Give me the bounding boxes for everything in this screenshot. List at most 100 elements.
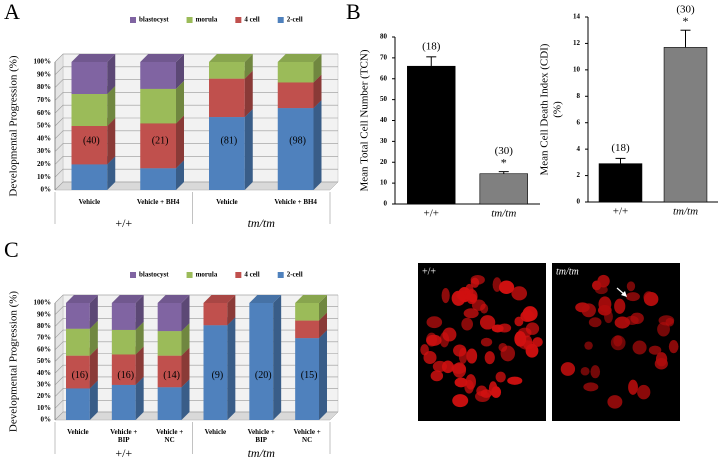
nucleus	[625, 292, 640, 302]
bar-top	[277, 54, 322, 62]
y-tick-label: 10	[573, 65, 581, 73]
n-label: (98)	[289, 136, 306, 147]
y-tick-label: 20	[380, 158, 388, 166]
nucleus	[626, 281, 636, 292]
bar-front	[71, 62, 108, 94]
group-label: +/+	[115, 216, 132, 230]
nucleus	[628, 379, 638, 395]
grid-line	[54, 411, 338, 421]
nucleus	[451, 290, 466, 306]
y-axis-label: Developmental Progression (%)	[8, 291, 20, 432]
x-tick-label-box: Vehicle + BH4	[274, 198, 317, 206]
bar-top	[157, 295, 190, 303]
y-tick-label: 12	[573, 39, 581, 47]
significance-label: *	[501, 155, 507, 169]
bar-side	[319, 312, 327, 339]
y-tick-label: 30%	[37, 147, 51, 155]
grid-line	[54, 353, 338, 362]
nucleus	[466, 289, 478, 305]
y-tick-label: 20%	[37, 160, 51, 168]
grid-line	[54, 388, 338, 397]
bar	[598, 163, 643, 203]
bar-segment	[203, 317, 236, 420]
x-tick-label-box: Vehicle	[216, 198, 238, 206]
y-tick-label: 100%	[34, 58, 52, 66]
bar-top	[209, 54, 253, 62]
bar-side	[227, 295, 236, 326]
legend-swatch	[235, 17, 242, 23]
legend-label: 2-cell	[287, 271, 303, 279]
n-label: (81)	[221, 136, 238, 147]
x-tick-label: Vehicle	[204, 428, 227, 436]
bar-side	[89, 320, 98, 356]
legend-swatch	[277, 272, 284, 278]
bar-front	[71, 164, 108, 190]
nucleus	[430, 370, 444, 382]
nucleus	[497, 323, 512, 333]
x-tick-label: Vehicle + NC	[155, 428, 184, 444]
nucleus	[632, 340, 647, 355]
n-label: (15)	[301, 370, 318, 381]
legend-label: 4 cell	[244, 271, 259, 279]
y-tick-label: 6	[577, 118, 581, 126]
legend-label: 2-cell	[287, 16, 303, 24]
nucleus	[441, 287, 450, 304]
bar-top	[71, 54, 116, 62]
y-tick-label: 0	[577, 198, 581, 206]
y-tick-label: 80%	[37, 322, 51, 330]
group-label: tm/tm	[248, 446, 276, 460]
n-label: (16)	[117, 370, 134, 381]
bar-top	[203, 295, 236, 303]
x-tick-label: Vehicle	[216, 198, 238, 206]
bar-side	[176, 54, 184, 89]
bar-front	[277, 108, 314, 190]
bar-top	[66, 295, 98, 303]
micrograph: +/+	[418, 263, 546, 421]
bar-side	[244, 70, 253, 118]
bar	[479, 173, 528, 205]
bar-segment	[295, 330, 327, 420]
bar-front	[66, 388, 90, 420]
bar-front	[295, 320, 319, 339]
nucleus	[426, 316, 443, 329]
nucleus	[439, 332, 450, 348]
nucleus	[610, 335, 626, 351]
group-label: tm/tm	[248, 216, 276, 230]
grid-line	[54, 318, 338, 327]
y-tick-label: 80	[380, 33, 388, 41]
bar-front	[203, 325, 228, 420]
nucleus	[495, 371, 506, 383]
nucleus	[607, 395, 623, 409]
y-tick-label: 40	[380, 116, 388, 124]
x-tick-label: Vehicle + BIP	[110, 428, 138, 444]
bar-side	[135, 295, 144, 330]
bar-segment	[295, 295, 327, 321]
y-tick-label: 40%	[37, 134, 51, 142]
bar-segment	[157, 295, 190, 332]
bar-front	[71, 126, 108, 165]
bar-segment	[209, 109, 253, 190]
bar-front	[66, 328, 90, 356]
bar-side	[181, 323, 190, 356]
nucleus	[584, 341, 593, 350]
nucleus	[452, 362, 467, 378]
x-tick-label-box: Vehicle + NC	[155, 428, 184, 444]
nucleus	[454, 377, 468, 388]
x-tick-label: +/+	[424, 208, 439, 220]
x-tick-label: Vehicle + BIP	[247, 428, 275, 444]
bar-front	[111, 329, 136, 355]
nucleus	[594, 285, 608, 295]
bar-side	[181, 347, 190, 388]
legend-label: 4 cell	[244, 16, 259, 24]
nucleus	[625, 315, 639, 325]
nucleus	[560, 362, 576, 376]
y-axis-label: Mean Cell Death Index (CDI)	[539, 43, 551, 175]
bar-side	[273, 295, 282, 420]
error-bar	[680, 29, 691, 48]
bar-front	[111, 384, 136, 420]
n-label: (18)	[422, 40, 441, 52]
legend-swatch	[235, 272, 242, 278]
x-tick-label-box: Vehicle	[67, 428, 89, 436]
bar-front	[295, 303, 319, 321]
